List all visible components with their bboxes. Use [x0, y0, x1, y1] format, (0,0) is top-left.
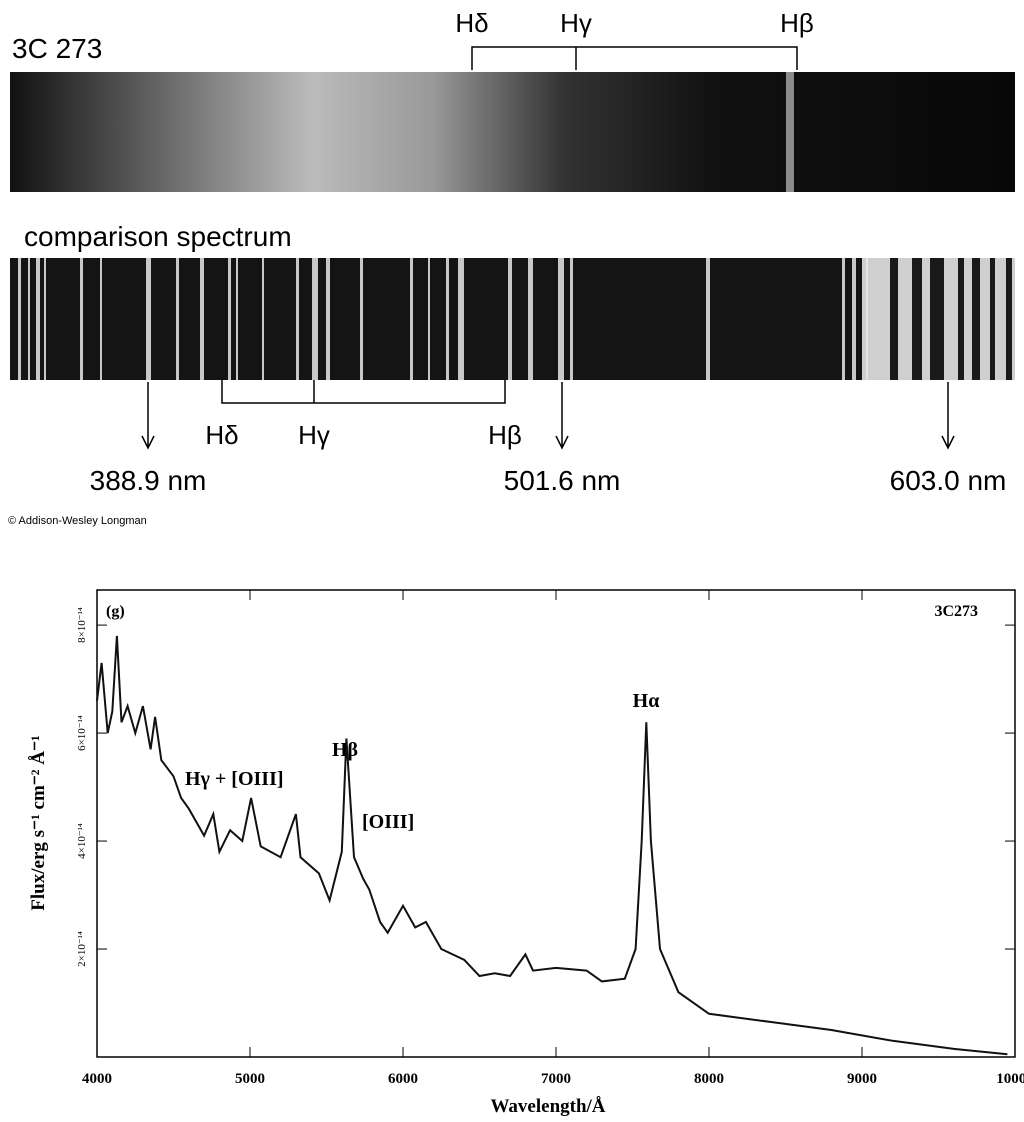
- emission-line: [200, 258, 204, 380]
- y-tick-label: 8×10⁻¹⁴: [76, 607, 88, 643]
- dark-gap: [930, 258, 944, 380]
- emission-line: [18, 258, 21, 380]
- emission-line: [866, 258, 868, 380]
- emission-line: [296, 258, 299, 380]
- emission-line: [852, 258, 856, 380]
- arrows: [141, 382, 955, 450]
- x-tick-label: 5000: [235, 1071, 265, 1087]
- line-label: Hβ: [488, 420, 522, 450]
- annotation: (g): [106, 603, 125, 620]
- emission-line: [146, 258, 151, 380]
- dark-gap: [990, 258, 995, 380]
- emission-line: [236, 258, 238, 380]
- annotation: Hγ + [OIII]: [185, 768, 284, 790]
- dark-gap: [972, 258, 980, 380]
- plot-frame: [96, 589, 1016, 1058]
- emission-line: [44, 258, 46, 380]
- annotation: [OIII]: [362, 811, 414, 833]
- top-bracket: [471, 46, 798, 70]
- emission-line: [100, 258, 102, 380]
- y-axis-label: Flux/erg s⁻¹ cm⁻² Å⁻¹: [28, 735, 49, 910]
- emission-line: [360, 258, 363, 380]
- emission-line: [410, 258, 413, 380]
- emission-line: [458, 258, 464, 380]
- emission-line: [80, 258, 83, 380]
- y-tick-label: 2×10⁻¹⁴: [76, 931, 88, 967]
- emission-line: [842, 258, 845, 380]
- line-label: Hδ: [455, 8, 488, 38]
- y-tick-label: 6×10⁻¹⁴: [76, 715, 88, 751]
- dark-gap: [1006, 258, 1012, 380]
- emission-line: [446, 258, 449, 380]
- spectra: 3C 273 Hδ Hγ Hβ comparison spectrum Hδ H…: [8, 8, 1015, 527]
- x-tick-label: 10000: [996, 1071, 1024, 1087]
- x-tick-label: 9000: [847, 1071, 877, 1087]
- reference-label: 388.9 nm: [90, 465, 207, 496]
- comparison-label: comparison spectrum: [24, 221, 292, 252]
- y-tick-label: 4×10⁻¹⁴: [76, 823, 88, 859]
- qso-line: [786, 72, 794, 192]
- line-label: Hβ: [780, 8, 814, 38]
- object-label: 3C 273: [12, 33, 102, 64]
- reference-label: 603.0 nm: [890, 465, 1007, 496]
- spectrum-line: [96, 635, 1008, 1056]
- emission-line: [36, 258, 40, 380]
- emission-line: [262, 258, 264, 380]
- chart: Wavelength/Å Flux/erg s⁻¹ cm⁻² Å⁻¹ 4000 5…: [28, 589, 1024, 1117]
- emission-line: [326, 258, 330, 380]
- x-tick-label: 6000: [388, 1071, 418, 1087]
- emission-line: [312, 258, 318, 380]
- comparison-spectrum: [10, 258, 1015, 380]
- emission-line: [528, 258, 533, 380]
- emission-line: [428, 258, 430, 380]
- dark-gap: [958, 258, 964, 380]
- emission-line: [176, 258, 179, 380]
- dark-gap: [912, 258, 922, 380]
- credit: © Addison-Wesley Longman: [8, 515, 147, 527]
- dark-gap: [890, 258, 898, 380]
- emission-line: [228, 258, 231, 380]
- x-axis-label: Wavelength/Å: [490, 1096, 605, 1117]
- line-label: Hγ: [560, 8, 592, 38]
- emission-line: [28, 258, 30, 380]
- reference-label: 501.6 nm: [504, 465, 621, 496]
- annotation: Hα: [633, 690, 660, 712]
- emission-line: [508, 258, 512, 380]
- line-label: Hγ: [298, 420, 330, 450]
- qso-spectrum: [10, 72, 1015, 192]
- bottom-bracket: [221, 380, 506, 404]
- x-tick-label: 7000: [541, 1071, 571, 1087]
- emission-line: [558, 258, 564, 380]
- x-tick-label: 8000: [694, 1071, 724, 1087]
- emission-line: [706, 258, 710, 380]
- x-tick-label: 4000: [82, 1071, 112, 1087]
- emission-line: [570, 258, 573, 380]
- annotation: 3C273: [934, 603, 978, 620]
- line-label: Hδ: [205, 420, 238, 450]
- annotation: Hβ: [332, 739, 358, 761]
